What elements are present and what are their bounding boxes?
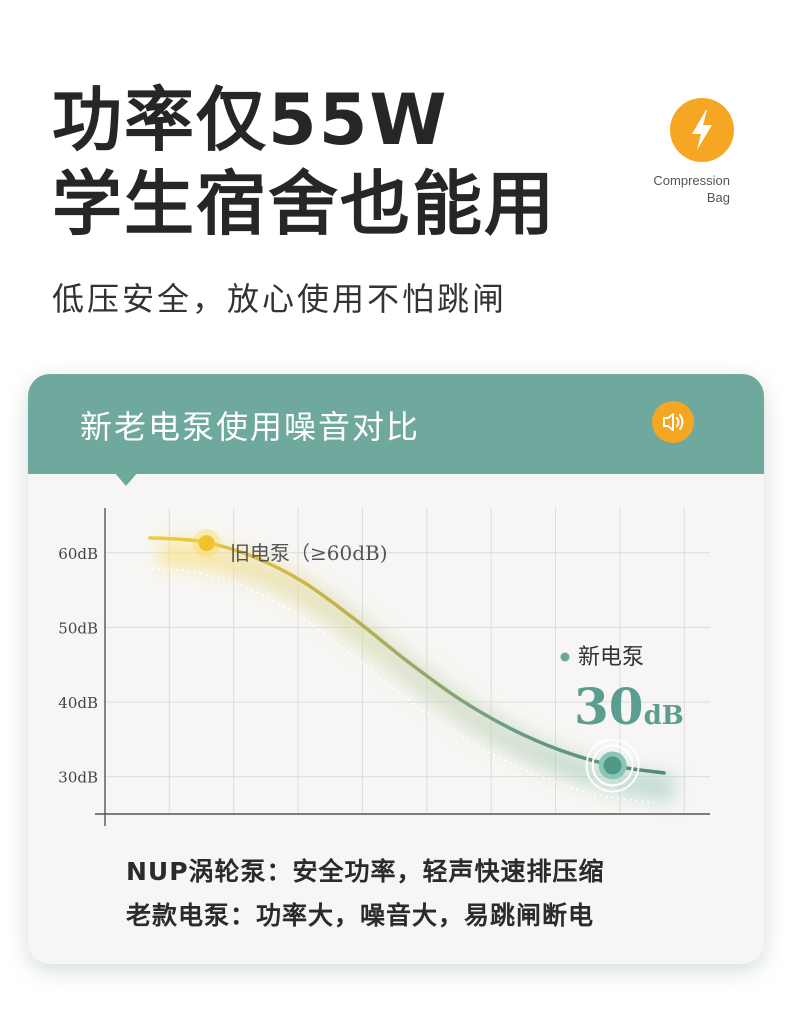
header-pointer <box>114 472 138 486</box>
panel-title: 新老电泵使用噪音对比 <box>80 408 421 446</box>
new-pump-value-number: 30 <box>574 677 644 736</box>
series-trail <box>139 566 655 804</box>
new-pump-value: 30dB <box>574 677 684 736</box>
subheadline: 低压安全，放心使用不怕跳闸 <box>52 280 508 318</box>
headline-line-1: 功率仅55W <box>52 79 449 161</box>
new-pump-marker <box>603 756 622 775</box>
bottom-line-2: 老款电泵：功率大，噪音大，易跳闸断电 <box>126 901 595 930</box>
badge-caption-line-1: Compression <box>653 173 730 188</box>
new-pump-label: 新电泵 <box>578 645 644 670</box>
old-pump-label: 旧电泵（≥60dB) <box>230 541 388 565</box>
series-glow <box>159 540 676 802</box>
bottom-line-1: NUP涡轮泵：安全功率，轻声快速排压缩 <box>126 857 605 886</box>
headline-line-2: 学生宿舍也能用 <box>52 163 556 245</box>
y-tick-label: 30dB <box>58 769 98 787</box>
y-tick-label: 40dB <box>58 694 98 712</box>
headline: 功率仅55W 学生宿舍也能用 <box>52 78 556 246</box>
speaker-icon <box>663 413 684 431</box>
power-badge <box>670 98 734 162</box>
y-tick-label: 50dB <box>58 619 98 637</box>
badge-caption-line-2: Bag <box>706 190 730 205</box>
lightning-icon <box>692 110 712 150</box>
sound-button[interactable] <box>652 401 694 443</box>
badge-caption: Compression Bag <box>610 172 730 206</box>
new-pump-marker-ring <box>591 744 634 787</box>
series-line-old-pump <box>148 536 666 775</box>
y-tick-label: 60dB <box>58 545 98 563</box>
noise-comparison-panel: 新老电泵使用噪音对比 <box>28 374 764 964</box>
chart-series <box>139 536 676 804</box>
chart-axes <box>95 508 710 826</box>
new-pump-marker-ring-outer <box>585 738 640 793</box>
chart-marks <box>192 529 640 793</box>
bottom-description: NUP涡轮泵：安全功率，轻声快速排压缩 老款电泵：功率大，噪音大，易跳闸断电 <box>126 850 605 938</box>
old-pump-marker <box>198 535 215 552</box>
y-tick-labels: 60dB 50dB 40dB 30dB <box>58 545 98 787</box>
new-pump-label-dot <box>560 652 570 662</box>
new-pump-value-unit: dB <box>644 701 684 731</box>
panel-header: 新老电泵使用噪音对比 <box>28 374 764 474</box>
noise-chart: 60dB 50dB 40dB 30dB 旧电泵（≥60dB) 新电泵 30dB <box>58 508 710 826</box>
